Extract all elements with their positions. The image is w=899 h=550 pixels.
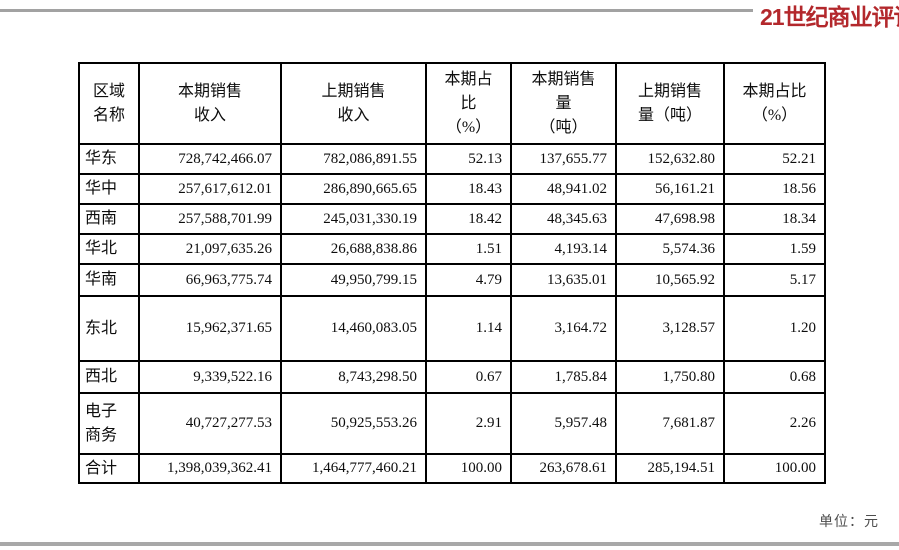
value-cell: 18.43 [425,173,512,205]
col-header-current-share: 本期占 比 （%） [425,62,512,145]
regional-sales-table: 区域 名称 本期销售 收入 上期销售 收入 本期占 比 （%） 本期销售 量 （… [78,62,826,484]
region-cell: 西南 [78,203,140,235]
value-cell: 2.91 [425,392,512,455]
col-header-prior-volume: 上期销售 量（吨） [615,62,725,145]
col-header-current-revenue: 本期销售 收入 [138,62,282,145]
table-row-dongbei: 东北 15,962,371.65 14,460,083.05 1.14 3,16… [78,295,826,362]
value-cell: 152,632.80 [615,143,725,175]
value-cell: 56,161.21 [615,173,725,205]
value-cell: 286,890,665.65 [280,173,427,205]
table-row-huadong: 华东 728,742,466.07 782,086,891.55 52.13 1… [78,143,826,175]
value-cell: 3,128.57 [615,295,725,362]
value-cell: 18.56 [723,173,826,205]
value-cell: 257,588,701.99 [138,203,282,235]
region-cell: 合计 [78,453,140,484]
region-cell: 西北 [78,360,140,394]
value-cell: 782,086,891.55 [280,143,427,175]
table-row-huazhong: 华中 257,617,612.01 286,890,665.65 18.43 4… [78,173,826,205]
value-cell: 1.51 [425,233,512,265]
value-cell: 49,950,799.15 [280,263,427,297]
region-cell: 华东 [78,143,140,175]
value-cell: 21,097,635.26 [138,233,282,265]
value-cell: 1,785.84 [510,360,617,394]
region-cell: 东北 [78,295,140,362]
value-cell: 245,031,330.19 [280,203,427,235]
value-cell: 7,681.87 [615,392,725,455]
value-cell: 263,678.61 [510,453,617,484]
value-cell: 52.21 [723,143,826,175]
value-cell: 13,635.01 [510,263,617,297]
value-cell: 5,574.36 [615,233,725,265]
col-header-prior-revenue: 上期销售 收入 [280,62,427,145]
value-cell: 285,194.51 [615,453,725,484]
value-cell: 5,957.48 [510,392,617,455]
value-cell: 0.67 [425,360,512,394]
table-header-row: 区域 名称 本期销售 收入 上期销售 收入 本期占 比 （%） 本期销售 量 （… [78,62,826,145]
table-row-huabei: 华北 21,097,635.26 26,688,838.86 1.51 4,19… [78,233,826,265]
table-row-ecommerce: 电子 商务 40,727,277.53 50,925,553.26 2.91 5… [78,392,826,455]
value-cell: 257,617,612.01 [138,173,282,205]
value-cell: 66,963,775.74 [138,263,282,297]
value-cell: 18.42 [425,203,512,235]
value-cell: 48,941.02 [510,173,617,205]
region-cell: 华北 [78,233,140,265]
value-cell: 100.00 [723,453,826,484]
value-cell: 9,339,522.16 [138,360,282,394]
value-cell: 728,742,466.07 [138,143,282,175]
value-cell: 3,164.72 [510,295,617,362]
value-cell: 1,398,039,362.41 [138,453,282,484]
value-cell: 2.26 [723,392,826,455]
value-cell: 100.00 [425,453,512,484]
table-row-xinan: 西南 257,588,701.99 245,031,330.19 18.42 4… [78,203,826,235]
value-cell: 137,655.77 [510,143,617,175]
magazine-logo: 21世纪商业评论 [760,4,899,30]
col-header-region: 区域 名称 [78,62,140,145]
value-cell: 8,743,298.50 [280,360,427,394]
region-cell: 华南 [78,263,140,297]
col-header-current-volume: 本期销售 量 （吨） [510,62,617,145]
value-cell: 14,460,083.05 [280,295,427,362]
value-cell: 48,345.63 [510,203,617,235]
value-cell: 4,193.14 [510,233,617,265]
value-cell: 26,688,838.86 [280,233,427,265]
region-cell: 华中 [78,173,140,205]
value-cell: 5.17 [723,263,826,297]
value-cell: 1,464,777,460.21 [280,453,427,484]
value-cell: 40,727,277.53 [138,392,282,455]
value-cell: 15,962,371.65 [138,295,282,362]
region-cell: 电子 商务 [78,392,140,455]
value-cell: 10,565.92 [615,263,725,297]
value-cell: 1,750.80 [615,360,725,394]
table-row-huanan: 华南 66,963,775.74 49,950,799.15 4.79 13,6… [78,263,826,297]
value-cell: 0.68 [723,360,826,394]
value-cell: 18.34 [723,203,826,235]
value-cell: 52.13 [425,143,512,175]
value-cell: 1.14 [425,295,512,362]
value-cell: 1.20 [723,295,826,362]
value-cell: 1.59 [723,233,826,265]
col-header-current-volume-share: 本期占比 （%） [723,62,826,145]
masthead-divider-line [0,9,753,12]
value-cell: 4.79 [425,263,512,297]
table-row-total: 合计 1,398,039,362.41 1,464,777,460.21 100… [78,453,826,484]
unit-label: 单位：元 [819,515,879,530]
value-cell: 47,698.98 [615,203,725,235]
table-row-xibei: 西北 9,339,522.16 8,743,298.50 0.67 1,785.… [78,360,826,394]
value-cell: 50,925,553.26 [280,392,427,455]
footer-divider-line [0,542,899,546]
